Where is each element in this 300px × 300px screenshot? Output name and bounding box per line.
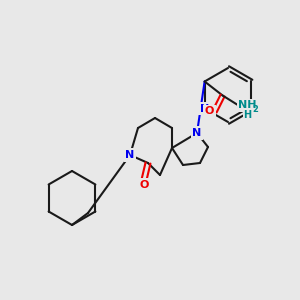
Text: O: O — [139, 180, 149, 190]
Text: N: N — [200, 103, 209, 113]
Text: 2: 2 — [253, 105, 259, 114]
Text: H: H — [244, 110, 252, 119]
Text: NH: NH — [238, 100, 257, 110]
Text: N: N — [192, 128, 202, 138]
Text: N: N — [125, 150, 135, 160]
Text: O: O — [205, 106, 214, 116]
